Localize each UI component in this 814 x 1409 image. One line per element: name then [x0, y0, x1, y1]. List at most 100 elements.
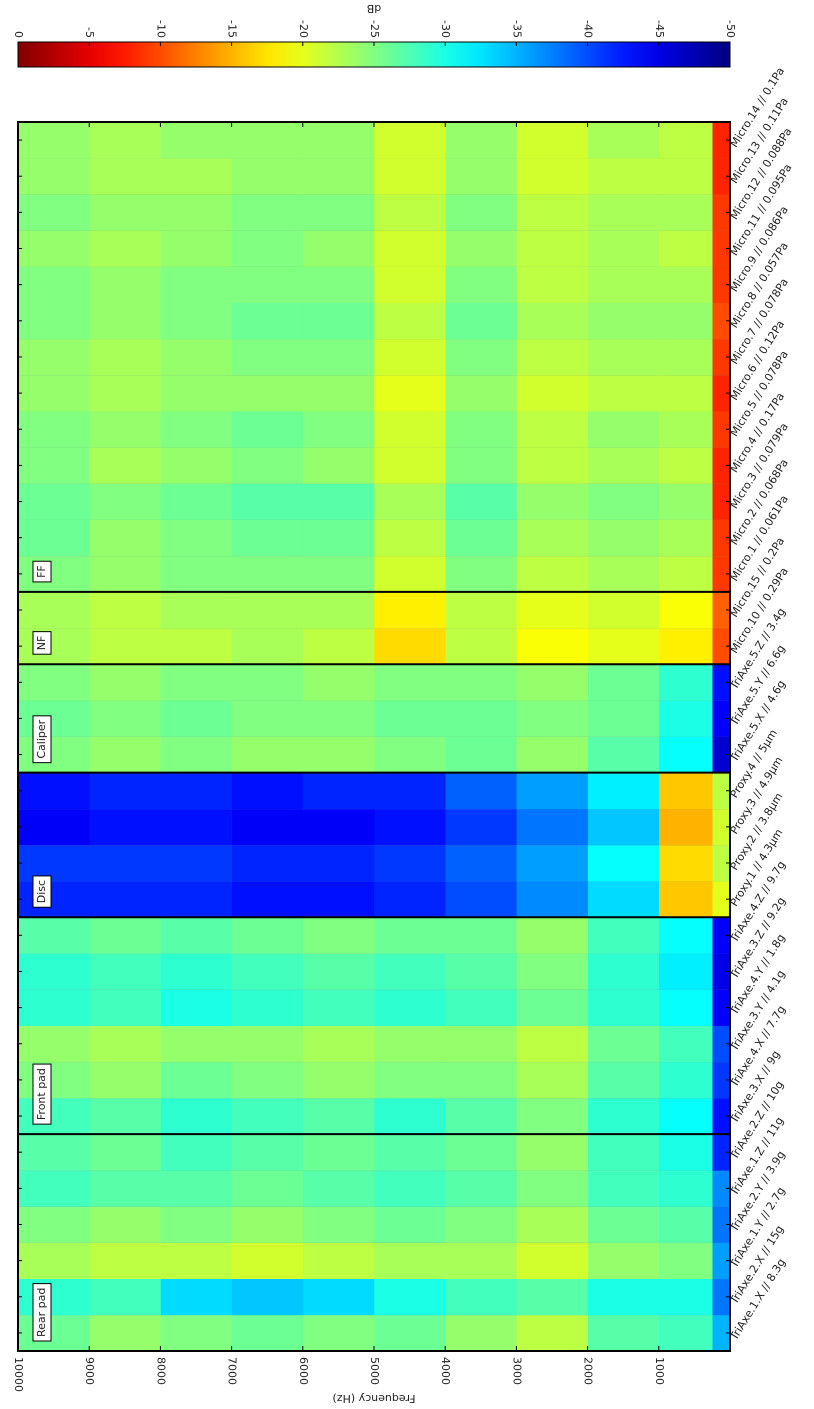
- heatmap-cell: [445, 447, 517, 483]
- colorbar-tick-label: -20: [297, 20, 310, 38]
- x-tick-label: 1000: [653, 1357, 666, 1385]
- heatmap-cell: [374, 592, 446, 628]
- heatmap-cell: [232, 700, 304, 736]
- heatmap-cell: [160, 917, 232, 953]
- heatmap-cell: [303, 122, 375, 158]
- heatmap-cell: [18, 773, 90, 809]
- colorbar-label: dB: [367, 2, 382, 15]
- heatmap-cell: [516, 1062, 588, 1098]
- group-label: Disc: [35, 880, 48, 903]
- heatmap-cell: [18, 267, 90, 303]
- heatmap-cell: [516, 1026, 588, 1062]
- heatmap-cell: [160, 1026, 232, 1062]
- heatmap-cell: [303, 194, 375, 230]
- heatmap-cell: [89, 1243, 161, 1279]
- heatmap-cell: [588, 1170, 660, 1206]
- heatmap-cell: [232, 1206, 304, 1242]
- heatmap-cell: [659, 303, 713, 339]
- heatmap-cell: [160, 628, 232, 664]
- heatmap-cell: [18, 375, 90, 411]
- heatmap-cell: [18, 737, 90, 773]
- heatmap-cell: [516, 737, 588, 773]
- heatmap-cell: [89, 990, 161, 1026]
- heatmap-cell: [303, 1206, 375, 1242]
- heatmap-cell: [374, 556, 446, 592]
- heatmap-cell: [659, 737, 713, 773]
- heatmap-cell: [445, 1098, 517, 1134]
- colorbar-tick-label: -45: [653, 20, 666, 38]
- heatmap-cell: [588, 520, 660, 556]
- heatmap-cell: [303, 375, 375, 411]
- heatmap-cell: [374, 483, 446, 519]
- heatmap-cell: [18, 990, 90, 1026]
- heatmap-cell: [18, 628, 90, 664]
- heatmap-cell: [232, 845, 304, 881]
- heatmap-cell: [659, 628, 713, 664]
- heatmap-cell: [374, 339, 446, 375]
- heatmap-cell: [588, 953, 660, 989]
- heatmap-cell: [445, 845, 517, 881]
- heatmap-cell: [659, 953, 713, 989]
- heatmap-cell: [588, 990, 660, 1026]
- heatmap-cell: [445, 411, 517, 447]
- heatmap-cell: [232, 447, 304, 483]
- heatmap-cell: [516, 592, 588, 628]
- heatmap-cell: [303, 1315, 375, 1351]
- heatmap-cell: [445, 339, 517, 375]
- heatmap-cell: [89, 1098, 161, 1134]
- heatmap-cell: [659, 339, 713, 375]
- heatmap-cell: [516, 556, 588, 592]
- heatmap-cell: [516, 447, 588, 483]
- colorbar-tick-label: -30: [439, 20, 452, 38]
- heatmap-cell: [516, 483, 588, 519]
- heatmap-cell: [232, 520, 304, 556]
- heatmap-cell: [303, 881, 375, 917]
- heatmap-cell: [232, 267, 304, 303]
- heatmap-cell: [588, 556, 660, 592]
- heatmap-cell: [588, 628, 660, 664]
- heatmap-cell: [588, 1098, 660, 1134]
- heatmap-cell: [588, 1243, 660, 1279]
- heatmap-cell: [374, 809, 446, 845]
- heatmap-cell: [160, 122, 232, 158]
- heatmap-cell: [18, 1098, 90, 1134]
- heatmap-cell: [659, 1243, 713, 1279]
- heatmap-cell: [160, 194, 232, 230]
- heatmap-cell: [160, 664, 232, 700]
- group-label: FF: [35, 565, 48, 578]
- heatmap-cell: [588, 773, 660, 809]
- heatmap-cell: [303, 1243, 375, 1279]
- heatmap-cell: [374, 447, 446, 483]
- heatmap-cell: [445, 953, 517, 989]
- heatmap-cell: [374, 520, 446, 556]
- heatmap-cell: [588, 483, 660, 519]
- heatmap-cell: [659, 267, 713, 303]
- heatmap-cell: [588, 122, 660, 158]
- heatmap-cell: [588, 917, 660, 953]
- x-tick-label: 4000: [439, 1357, 452, 1385]
- heatmap-cell: [445, 483, 517, 519]
- heatmap-cell: [374, 375, 446, 411]
- heatmap-cell: [445, 1315, 517, 1351]
- heatmap-cell: [232, 375, 304, 411]
- heatmap-cell: [659, 1279, 713, 1315]
- heatmap-cell: [516, 1170, 588, 1206]
- heatmap-cell: [89, 1134, 161, 1170]
- heatmap-cell: [89, 953, 161, 989]
- heatmap-cell: [516, 1134, 588, 1170]
- heatmap-cell: [516, 1315, 588, 1351]
- heatmap-cell: [588, 1134, 660, 1170]
- x-tick-label: 3000: [510, 1357, 523, 1385]
- heatmap-cell: [89, 1315, 161, 1351]
- heatmap-cell: [445, 809, 517, 845]
- heatmap-cell: [659, 1206, 713, 1242]
- heatmap-cell: [588, 592, 660, 628]
- heatmap-cell: [659, 158, 713, 194]
- heatmap-cell: [516, 700, 588, 736]
- heatmap-cell: [89, 773, 161, 809]
- heatmap-cell: [659, 1026, 713, 1062]
- x-axis-label: Frequency (Hz): [333, 1392, 416, 1405]
- heatmap-cell: [516, 1206, 588, 1242]
- heatmap-cell: [374, 411, 446, 447]
- heatmap-cell: [18, 447, 90, 483]
